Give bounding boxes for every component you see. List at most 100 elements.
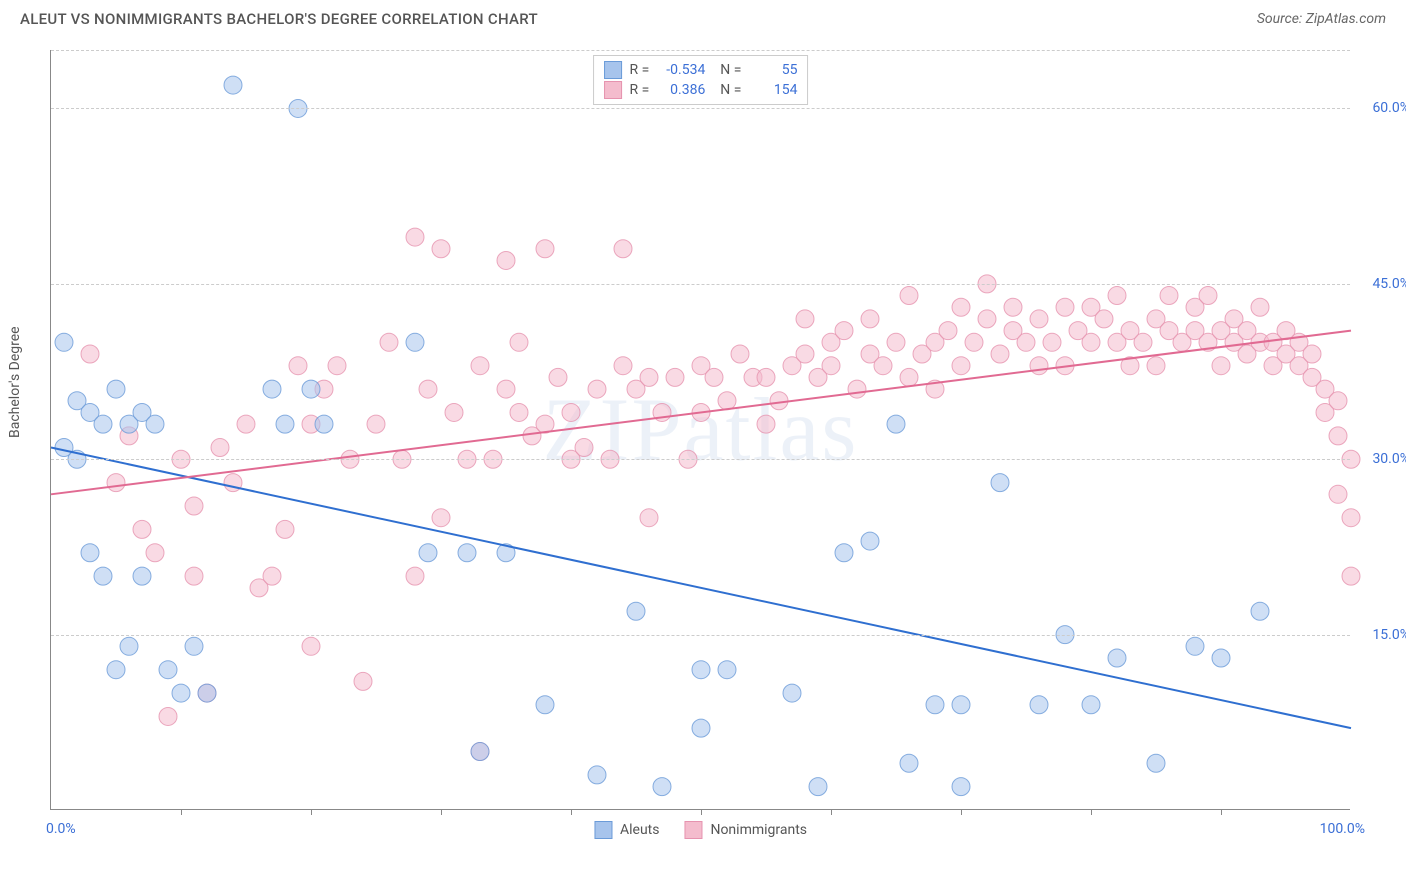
chart-plot-area: ZIPatlas R =-0.534 N =55R =0.386 N =154 … [50, 50, 1350, 810]
legend-series-item: Nonimmigrants [684, 821, 807, 839]
x-tick [831, 809, 832, 815]
nonimmigrants-point [432, 240, 450, 258]
nonimmigrants-point [640, 368, 658, 386]
nonimmigrants-point [718, 392, 736, 410]
nonimmigrants-point [471, 357, 489, 375]
x-tick [571, 809, 572, 815]
aleuts-point [107, 661, 125, 679]
x-tick [1091, 809, 1092, 815]
legend-n-value: 154 [749, 82, 797, 98]
nonimmigrants-point [1342, 567, 1360, 585]
nonimmigrants-point [952, 357, 970, 375]
aleuts-point [55, 333, 73, 351]
x-tick [961, 809, 962, 815]
legend-n-label: N = [713, 62, 741, 78]
nonimmigrants-point [991, 345, 1009, 363]
aleuts-point [94, 415, 112, 433]
legend-series-item: Aleuts [594, 821, 659, 839]
legend-r-value: 0.386 [657, 82, 705, 98]
nonimmigrants-point [1147, 357, 1165, 375]
aleuts-point [302, 380, 320, 398]
nonimmigrants-point [978, 310, 996, 328]
nonimmigrants-point [302, 637, 320, 655]
aleuts-point [861, 532, 879, 550]
nonimmigrants-trendline [51, 331, 1351, 495]
nonimmigrants-point [731, 345, 749, 363]
nonimmigrants-point [588, 380, 606, 398]
nonimmigrants-point [185, 497, 203, 515]
nonimmigrants-point [328, 357, 346, 375]
legend-series-label: Aleuts [620, 822, 659, 838]
aleuts-point [991, 474, 1009, 492]
nonimmigrants-point [796, 310, 814, 328]
legend-series-label: Nonimmigrants [710, 822, 807, 838]
aleuts-point [718, 661, 736, 679]
gridline [51, 635, 1350, 636]
legend-r-label: R = [630, 82, 650, 98]
gridline [51, 50, 1350, 51]
x-tick [311, 809, 312, 815]
nonimmigrants-point [757, 368, 775, 386]
legend-n-value: 55 [749, 62, 797, 78]
nonimmigrants-point [81, 345, 99, 363]
aleuts-point [653, 778, 671, 796]
aleuts-point [926, 696, 944, 714]
aleuts-point [835, 544, 853, 562]
nonimmigrants-point [185, 567, 203, 585]
x-tick [701, 809, 702, 815]
nonimmigrants-point [900, 287, 918, 305]
nonimmigrants-point [1030, 357, 1048, 375]
nonimmigrants-point [614, 357, 632, 375]
nonimmigrants-point [1056, 298, 1074, 316]
nonimmigrants-point [1134, 333, 1152, 351]
nonimmigrants-point [133, 520, 151, 538]
nonimmigrants-point [1199, 287, 1217, 305]
nonimmigrants-point [939, 322, 957, 340]
nonimmigrants-point [276, 520, 294, 538]
scatter-svg [51, 50, 1350, 809]
aleuts-point [471, 743, 489, 761]
aleuts-point [172, 684, 190, 702]
aleuts-point [419, 544, 437, 562]
aleuts-point [809, 778, 827, 796]
aleuts-point [315, 415, 333, 433]
aleuts-point [952, 696, 970, 714]
nonimmigrants-point [666, 368, 684, 386]
nonimmigrants-point [549, 368, 567, 386]
nonimmigrants-point [1017, 333, 1035, 351]
nonimmigrants-point [159, 707, 177, 725]
aleuts-point [1082, 696, 1100, 714]
aleuts-point [276, 415, 294, 433]
aleuts-point [94, 567, 112, 585]
y-tick-label: 45.0% [1372, 276, 1406, 292]
nonimmigrants-point [1303, 345, 1321, 363]
x-axis-min-label: 0.0% [46, 821, 76, 837]
nonimmigrants-point [354, 672, 372, 690]
x-axis-max-label: 100.0% [1320, 821, 1365, 837]
nonimmigrants-point [952, 298, 970, 316]
aleuts-point [263, 380, 281, 398]
x-tick [1221, 809, 1222, 815]
legend-r-label: R = [630, 62, 650, 78]
nonimmigrants-point [822, 357, 840, 375]
legend-swatch [684, 821, 702, 839]
nonimmigrants-point [510, 403, 528, 421]
nonimmigrants-point [1160, 287, 1178, 305]
nonimmigrants-point [432, 509, 450, 527]
aleuts-trendline [51, 448, 1351, 729]
nonimmigrants-point [1004, 298, 1022, 316]
legend-correlation-row: R =0.386 N =154 [604, 80, 798, 100]
aleuts-point [1108, 649, 1126, 667]
nonimmigrants-point [1212, 357, 1230, 375]
nonimmigrants-point [237, 415, 255, 433]
aleuts-point [952, 778, 970, 796]
aleuts-point [588, 766, 606, 784]
aleuts-point [900, 754, 918, 772]
nonimmigrants-point [536, 240, 554, 258]
nonimmigrants-point [419, 380, 437, 398]
aleuts-point [198, 684, 216, 702]
aleuts-point [107, 380, 125, 398]
aleuts-point [692, 661, 710, 679]
nonimmigrants-point [497, 251, 515, 269]
nonimmigrants-point [107, 474, 125, 492]
